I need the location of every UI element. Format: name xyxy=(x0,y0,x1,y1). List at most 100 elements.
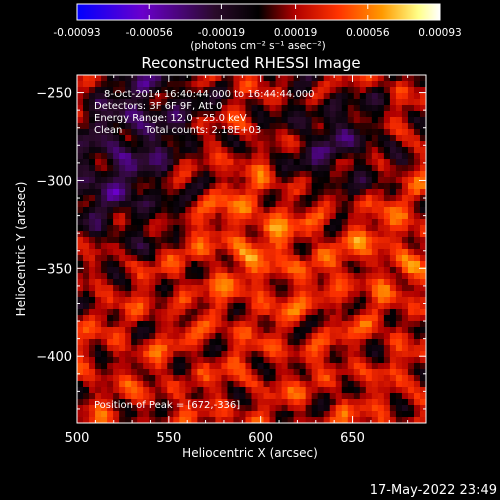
heatmap-cell xyxy=(401,195,409,202)
heatmap-cell xyxy=(335,129,343,136)
heatmap-cell xyxy=(371,381,379,388)
heatmap-cell xyxy=(131,237,138,244)
heatmap-cell xyxy=(119,351,126,358)
annotation-energy-range: Energy Range: 12.0 - 25.0 keV xyxy=(94,113,247,124)
heatmap-cell xyxy=(245,189,253,196)
heatmap-cell xyxy=(329,225,337,232)
heatmap-cell xyxy=(401,363,409,370)
heatmap-cell xyxy=(341,99,349,106)
heatmap-cell xyxy=(389,273,397,280)
heatmap-cell xyxy=(281,327,289,334)
heatmap-cell xyxy=(239,177,247,184)
heatmap-cell xyxy=(377,387,385,394)
heatmap-cell xyxy=(95,291,102,298)
heatmap-cell xyxy=(383,369,391,376)
heatmap-cell xyxy=(203,123,210,130)
heatmap-cell xyxy=(269,357,277,364)
heatmap-cell xyxy=(191,75,198,82)
heatmap-cell xyxy=(317,201,325,208)
heatmap-cell xyxy=(209,279,216,286)
heatmap-cell xyxy=(209,99,216,106)
heatmap-cell xyxy=(377,237,385,244)
heatmap-cell xyxy=(215,357,223,364)
heatmap-cell xyxy=(245,321,253,328)
heatmap-cell xyxy=(251,327,259,334)
heatmap-cell xyxy=(293,249,301,256)
heatmap-cell xyxy=(221,345,229,352)
heatmap-cell xyxy=(407,249,415,256)
heatmap-cell xyxy=(227,147,235,154)
heatmap-cell xyxy=(83,207,90,214)
heatmap-cell xyxy=(167,249,174,256)
heatmap-cell xyxy=(365,177,373,184)
heatmap-cell xyxy=(407,207,415,214)
heatmap-cell xyxy=(377,201,385,208)
heatmap-cell xyxy=(413,135,421,142)
heatmap-cell xyxy=(353,267,361,274)
heatmap-cell xyxy=(203,309,210,316)
heatmap-cell xyxy=(233,87,241,94)
heatmap-cell xyxy=(323,291,331,298)
heatmap-cell xyxy=(245,381,253,388)
heatmap-cell xyxy=(353,105,361,112)
heatmap-cell xyxy=(395,297,403,304)
heatmap-cell xyxy=(137,273,144,280)
heatmap-cell xyxy=(275,309,283,316)
heatmap-cell xyxy=(359,213,367,220)
heatmap-cell xyxy=(203,279,210,286)
heatmap-cell xyxy=(287,297,295,304)
heatmap-cell xyxy=(227,165,235,172)
heatmap-cell xyxy=(167,369,174,376)
heatmap-cell xyxy=(233,267,241,274)
heatmap-cell xyxy=(269,189,277,196)
heatmap-cell xyxy=(203,129,210,136)
heatmap-cell xyxy=(203,303,210,310)
heatmap-cell xyxy=(89,285,96,292)
heatmap-cell xyxy=(263,171,271,178)
heatmap-cell xyxy=(119,297,126,304)
heatmap-cell xyxy=(371,405,379,412)
heatmap-cell xyxy=(263,399,271,406)
heatmap-cell xyxy=(131,375,138,382)
heatmap-cell xyxy=(119,369,126,376)
heatmap-cell xyxy=(353,285,361,292)
heatmap-cell xyxy=(293,345,301,352)
colorbar-tick-label: -0.00056 xyxy=(126,27,174,39)
heatmap-cell xyxy=(341,219,349,226)
heatmap-cell xyxy=(353,405,361,412)
heatmap-cell xyxy=(383,351,391,358)
heatmap-cell xyxy=(257,243,265,250)
heatmap-cell xyxy=(155,231,162,238)
heatmap-cell xyxy=(383,171,391,178)
heatmap-cell xyxy=(239,363,247,370)
heatmap-cell xyxy=(113,237,120,244)
heatmap-cell xyxy=(203,261,210,268)
heatmap-cell xyxy=(149,195,156,202)
heatmap-cell xyxy=(305,153,313,160)
heatmap-cell xyxy=(335,297,343,304)
heatmap-cell xyxy=(401,111,409,118)
heatmap-cell xyxy=(299,189,307,196)
heatmap-cell xyxy=(215,417,223,423)
heatmap-cell xyxy=(203,399,210,406)
heatmap-cell xyxy=(329,351,337,358)
heatmap-cell xyxy=(209,171,216,178)
heatmap-cell xyxy=(143,225,150,232)
heatmap-cell xyxy=(161,177,168,184)
heatmap-cell xyxy=(149,393,156,400)
heatmap-cell xyxy=(323,189,331,196)
heatmap-cell xyxy=(107,249,114,256)
heatmap-cell xyxy=(167,189,174,196)
heatmap-cell xyxy=(407,309,415,316)
heatmap-cell xyxy=(215,339,223,346)
heatmap-cell xyxy=(257,375,265,382)
heatmap-cell xyxy=(353,129,361,136)
heatmap-cell xyxy=(341,249,349,256)
heatmap-cell xyxy=(173,183,180,190)
heatmap-cell xyxy=(215,387,223,394)
heatmap-cell xyxy=(257,321,265,328)
heatmap-cell xyxy=(413,255,421,262)
heatmap-cell xyxy=(251,345,259,352)
heatmap-cell xyxy=(221,291,229,298)
heatmap-cell xyxy=(173,111,180,118)
